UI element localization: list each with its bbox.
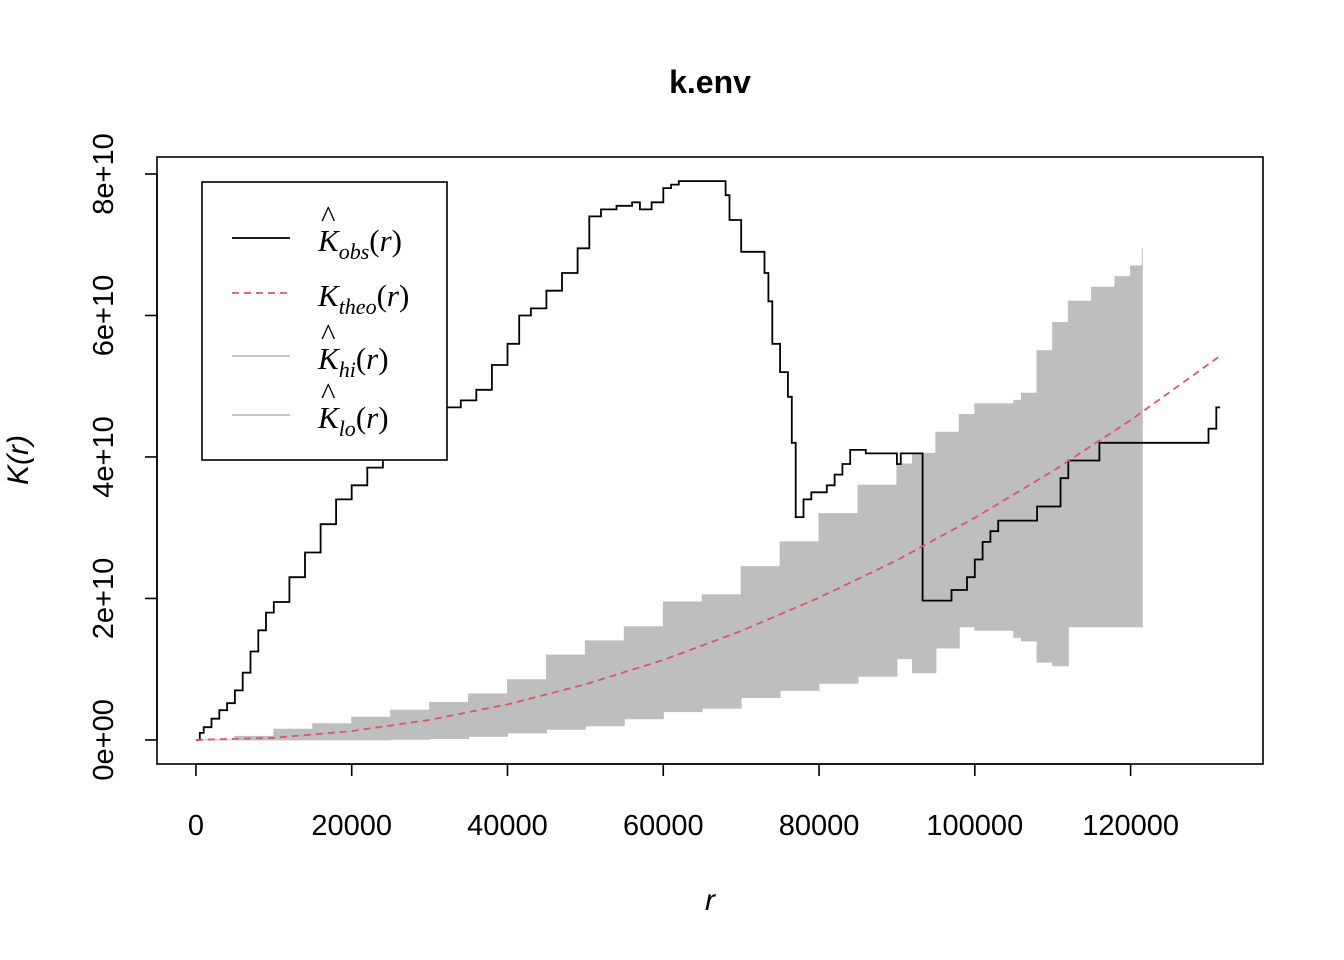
series-line-theo	[195, 355, 1221, 741]
legend-hat-obs: ^	[321, 199, 336, 234]
legend-entry-obs: Kobs(r)	[317, 223, 402, 264]
chart-title: k.env	[669, 64, 751, 100]
series-layer	[195, 180, 1221, 741]
x-tick-label: 20000	[311, 810, 392, 842]
y-tick-label: 0e+00	[88, 699, 120, 780]
x-tick-label: 100000	[926, 810, 1023, 842]
y-tick-label: 8e+10	[88, 133, 120, 214]
x-tick-label: 120000	[1082, 810, 1179, 842]
legend-box	[201, 181, 448, 461]
y-tick-label: 4e+10	[88, 416, 120, 497]
x-tick-label: 0	[188, 810, 204, 842]
legend-hat-hi: ^	[321, 317, 336, 352]
envelope-band	[195, 248, 1143, 741]
x-tick-label: 60000	[623, 810, 704, 842]
x-axis: 0 20000 40000 60000 80000 100000 120000	[188, 763, 1179, 842]
legend-entry-hi: Khi(r)	[317, 341, 389, 382]
y-axis-label: K(r)	[2, 435, 35, 485]
x-tick-label: 40000	[467, 810, 548, 842]
envelope-area	[195, 248, 1143, 741]
y-axis: 0e+00 2e+10 4e+10 6e+10 8e+10	[88, 133, 158, 781]
x-tick-label: 80000	[779, 810, 860, 842]
y-tick-label: 6e+10	[88, 275, 120, 356]
y-tick-label: 2e+10	[88, 558, 120, 639]
x-axis-label: r	[705, 884, 716, 917]
legend-entry-theo: Ktheo(r)	[317, 278, 409, 319]
legend-entry-lo: Klo(r)	[317, 400, 389, 441]
legend: Kobs(r)^Ktheo(r)Khi(r)^Klo(r)^	[201, 181, 448, 461]
series-line-obs	[195, 180, 1221, 741]
legend-hat-lo: ^	[321, 376, 336, 411]
